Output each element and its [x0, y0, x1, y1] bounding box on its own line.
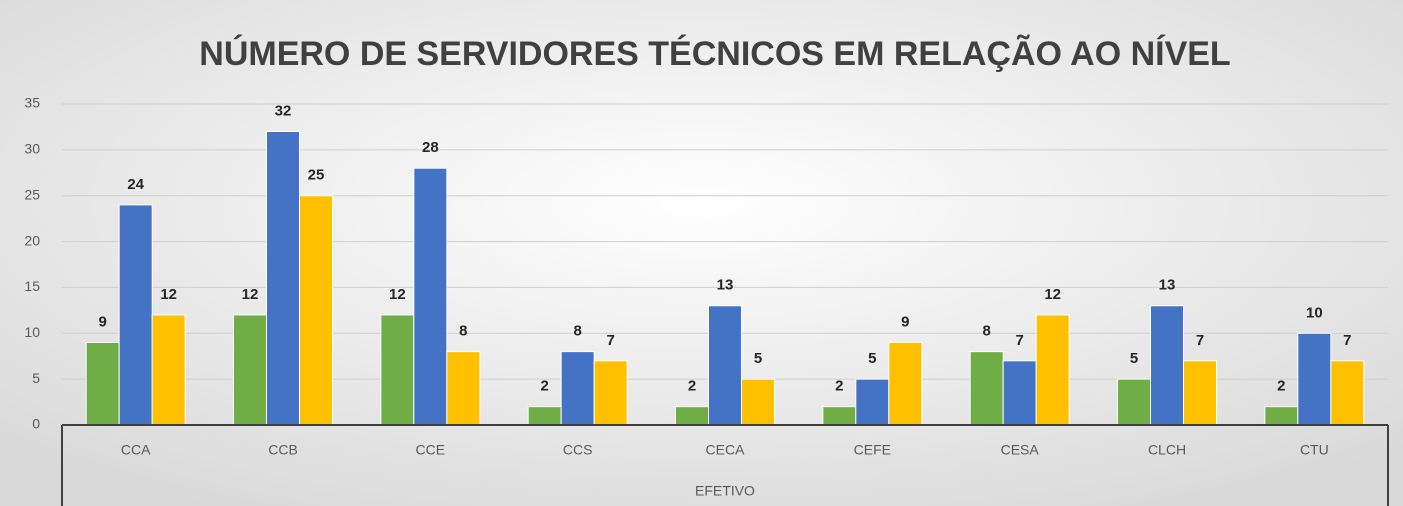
- data-label: 12: [242, 286, 259, 303]
- bar: [560, 351, 595, 426]
- data-label: 24: [127, 176, 144, 193]
- data-label: 25: [308, 167, 325, 184]
- data-label: 5: [868, 350, 876, 367]
- bar: [1035, 314, 1070, 426]
- bar: [855, 378, 890, 426]
- x-tick-label: CTU: [1300, 442, 1329, 458]
- bar: [969, 351, 1004, 426]
- y-tick-label: 15: [24, 278, 40, 294]
- data-label: 9: [98, 313, 106, 330]
- y-tick-label: 10: [24, 324, 40, 340]
- data-label: 7: [1343, 332, 1351, 349]
- bar: [266, 131, 300, 426]
- bar: [85, 341, 120, 426]
- y-tick-label: 25: [24, 186, 40, 202]
- bar: [1183, 360, 1217, 426]
- data-label: 13: [1159, 277, 1176, 294]
- y-tick-label: 35: [24, 95, 40, 111]
- x-tick-label: CCA: [121, 442, 151, 458]
- chart-title: NÚMERO DE SERVIDORES TÉCNICOS EM RELAÇÃO…: [199, 35, 1230, 73]
- bar: [1264, 406, 1299, 426]
- data-label: 28: [422, 139, 439, 156]
- bar: [413, 167, 448, 426]
- bar: [1002, 360, 1037, 426]
- bar: [1297, 332, 1332, 426]
- data-label: 12: [1044, 286, 1061, 303]
- x-tick-label: CLCH: [1148, 442, 1186, 458]
- y-tick-label: 30: [24, 141, 40, 157]
- group-label: EFETIVO: [695, 483, 755, 499]
- bar: [527, 406, 562, 426]
- x-tick-label: CCE: [416, 442, 446, 458]
- y-tick-label: 20: [24, 232, 40, 248]
- bar: [888, 341, 923, 426]
- data-label: 2: [540, 378, 548, 395]
- bar: [151, 314, 186, 426]
- x-tick-label: CEFE: [854, 442, 891, 458]
- data-label: 2: [688, 378, 696, 395]
- data-label: 5: [1130, 350, 1138, 367]
- x-tick-label: CESA: [1001, 442, 1040, 458]
- data-label: 32: [275, 102, 292, 119]
- data-label: 7: [1015, 332, 1023, 349]
- bar: [446, 351, 481, 426]
- data-label: 13: [717, 277, 734, 294]
- y-tick-label: 0: [32, 416, 40, 432]
- data-label: 2: [1277, 378, 1285, 395]
- data-label: 5: [754, 350, 762, 367]
- x-tick-label: CCS: [563, 442, 593, 458]
- bar: [233, 314, 267, 426]
- bar: [380, 314, 415, 426]
- data-label: 2: [835, 378, 843, 395]
- bar: [1330, 360, 1365, 426]
- data-label: 12: [389, 286, 406, 303]
- data-label: 8: [573, 323, 581, 340]
- data-label: 8: [982, 323, 990, 340]
- data-label: 10: [1306, 304, 1323, 321]
- bar: [118, 204, 153, 426]
- bar: [1150, 305, 1184, 426]
- data-label: 7: [606, 332, 614, 349]
- bar: [1117, 378, 1151, 426]
- x-tick-label: CECA: [706, 442, 746, 458]
- bar: [593, 360, 628, 426]
- bar: [675, 406, 709, 426]
- y-tick-label: 5: [32, 370, 40, 386]
- bar: [299, 195, 333, 426]
- bar: [741, 378, 775, 426]
- bar: [708, 305, 742, 426]
- data-label: 7: [1196, 332, 1204, 349]
- data-label: 8: [459, 323, 467, 340]
- data-label: 9: [901, 313, 909, 330]
- bar: [822, 406, 857, 426]
- x-tick-label: CCB: [268, 442, 298, 458]
- data-label: 12: [160, 286, 177, 303]
